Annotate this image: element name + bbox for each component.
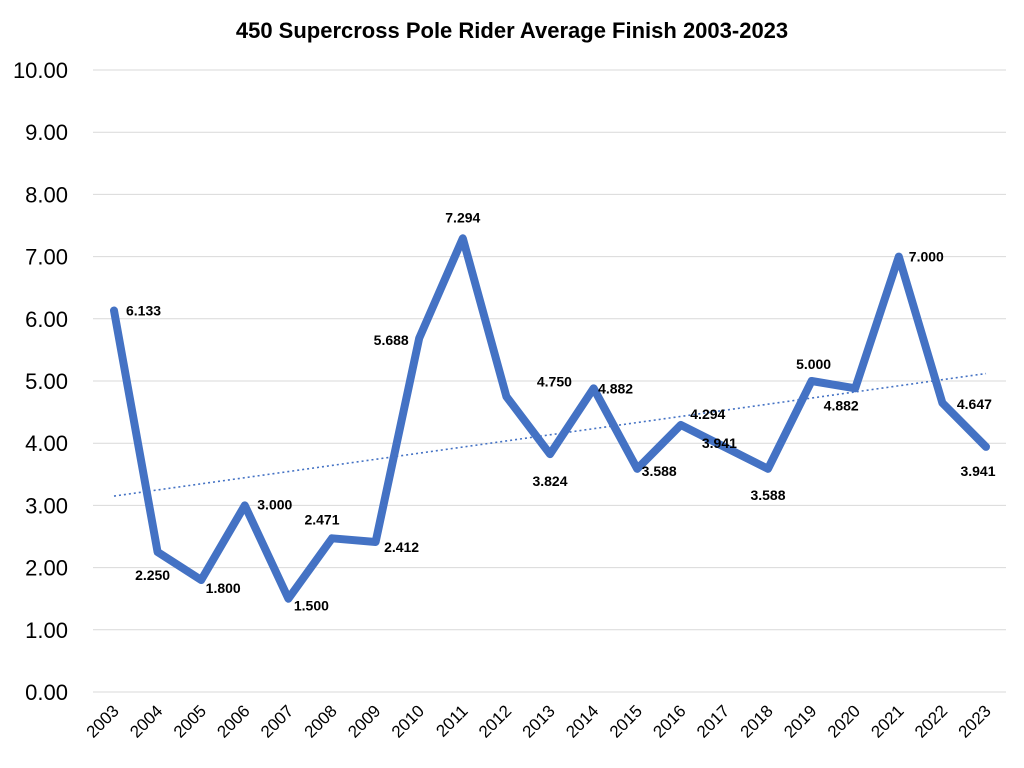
trendline-group bbox=[113, 372, 987, 497]
data-label: 4.294 bbox=[690, 406, 725, 422]
y-tick-label: 2.00 bbox=[25, 556, 68, 581]
x-tick-label: 2022 bbox=[911, 701, 951, 741]
x-tick-label: 2011 bbox=[432, 701, 471, 740]
x-tick-label: 2016 bbox=[649, 701, 689, 741]
data-label: 7.294 bbox=[445, 209, 480, 225]
data-label: 2.412 bbox=[384, 539, 419, 555]
data-label: 2.250 bbox=[135, 567, 170, 583]
data-label: 3.941 bbox=[960, 463, 995, 479]
x-tick-label: 2003 bbox=[83, 701, 123, 741]
y-axis-ticks: 0.00 1.00 2.00 3.00 4.00 5.00 6.00 7.00 8.00 9.00… bbox=[13, 58, 68, 705]
data-label: 3.588 bbox=[642, 463, 677, 479]
x-tick-label: 2023 bbox=[955, 701, 995, 741]
data-label: 4.882 bbox=[598, 380, 633, 396]
y-tick-label: 4.00 bbox=[25, 431, 68, 456]
data-label: 5.688 bbox=[374, 332, 409, 348]
data-label: 3.941 bbox=[702, 435, 737, 451]
y-tick-label: 6.00 bbox=[25, 307, 68, 332]
data-label: 5.000 bbox=[796, 356, 831, 372]
data-label: 1.500 bbox=[294, 598, 329, 614]
data-label: 4.882 bbox=[824, 397, 859, 413]
x-tick-label: 2019 bbox=[780, 701, 820, 741]
x-tick-label: 2013 bbox=[519, 701, 559, 741]
trendline bbox=[113, 372, 987, 497]
x-tick-label: 2014 bbox=[562, 701, 602, 741]
x-tick-label: 2008 bbox=[301, 701, 341, 741]
data-label: 1.800 bbox=[206, 580, 241, 596]
data-label: 3.588 bbox=[750, 487, 785, 503]
x-tick-label: 2007 bbox=[257, 701, 297, 741]
x-tick-label: 2009 bbox=[344, 701, 384, 741]
x-tick-label: 2010 bbox=[388, 701, 428, 741]
x-tick-label: 2012 bbox=[475, 701, 515, 741]
x-tick-label: 2021 bbox=[867, 701, 907, 741]
x-tick-label: 2005 bbox=[170, 701, 210, 741]
y-tick-label: 10.00 bbox=[13, 58, 68, 83]
y-tick-label: 8.00 bbox=[25, 182, 68, 207]
y-tick-label: 1.00 bbox=[25, 618, 68, 643]
x-tick-label: 2020 bbox=[824, 701, 864, 741]
y-tick-label: 5.00 bbox=[25, 369, 68, 394]
x-tick-label: 2018 bbox=[737, 701, 777, 741]
chart-title: 450 Supercross Pole Rider Average Finish… bbox=[236, 18, 788, 43]
y-tick-label: 0.00 bbox=[25, 680, 68, 705]
x-tick-label: 2004 bbox=[126, 701, 166, 741]
data-label: 7.000 bbox=[909, 249, 944, 265]
series-group bbox=[110, 234, 990, 603]
gridlines bbox=[93, 69, 1006, 693]
y-tick-label: 7.00 bbox=[25, 245, 68, 270]
data-label: 2.471 bbox=[304, 511, 339, 527]
x-tick-label: 2017 bbox=[693, 701, 733, 741]
x-axis-ticks: 2003 2004 2005 2006 2007 2008 2009 2010 2011 2012… bbox=[83, 701, 995, 741]
data-label: 4.647 bbox=[957, 396, 992, 412]
x-tick-label: 2015 bbox=[606, 701, 646, 741]
data-label: 3.000 bbox=[257, 496, 292, 512]
data-label: 6.133 bbox=[126, 303, 161, 319]
y-tick-label: 3.00 bbox=[25, 493, 68, 518]
y-tick-label: 9.00 bbox=[25, 120, 68, 145]
series-line bbox=[110, 234, 990, 603]
data-label: 3.824 bbox=[532, 473, 567, 489]
x-tick-label: 2006 bbox=[213, 701, 253, 741]
data-label: 4.750 bbox=[537, 374, 572, 390]
data-labels: 6.133 2.250 1.800 3.000 1.500 2.471 2.412 5.688… bbox=[126, 209, 996, 613]
